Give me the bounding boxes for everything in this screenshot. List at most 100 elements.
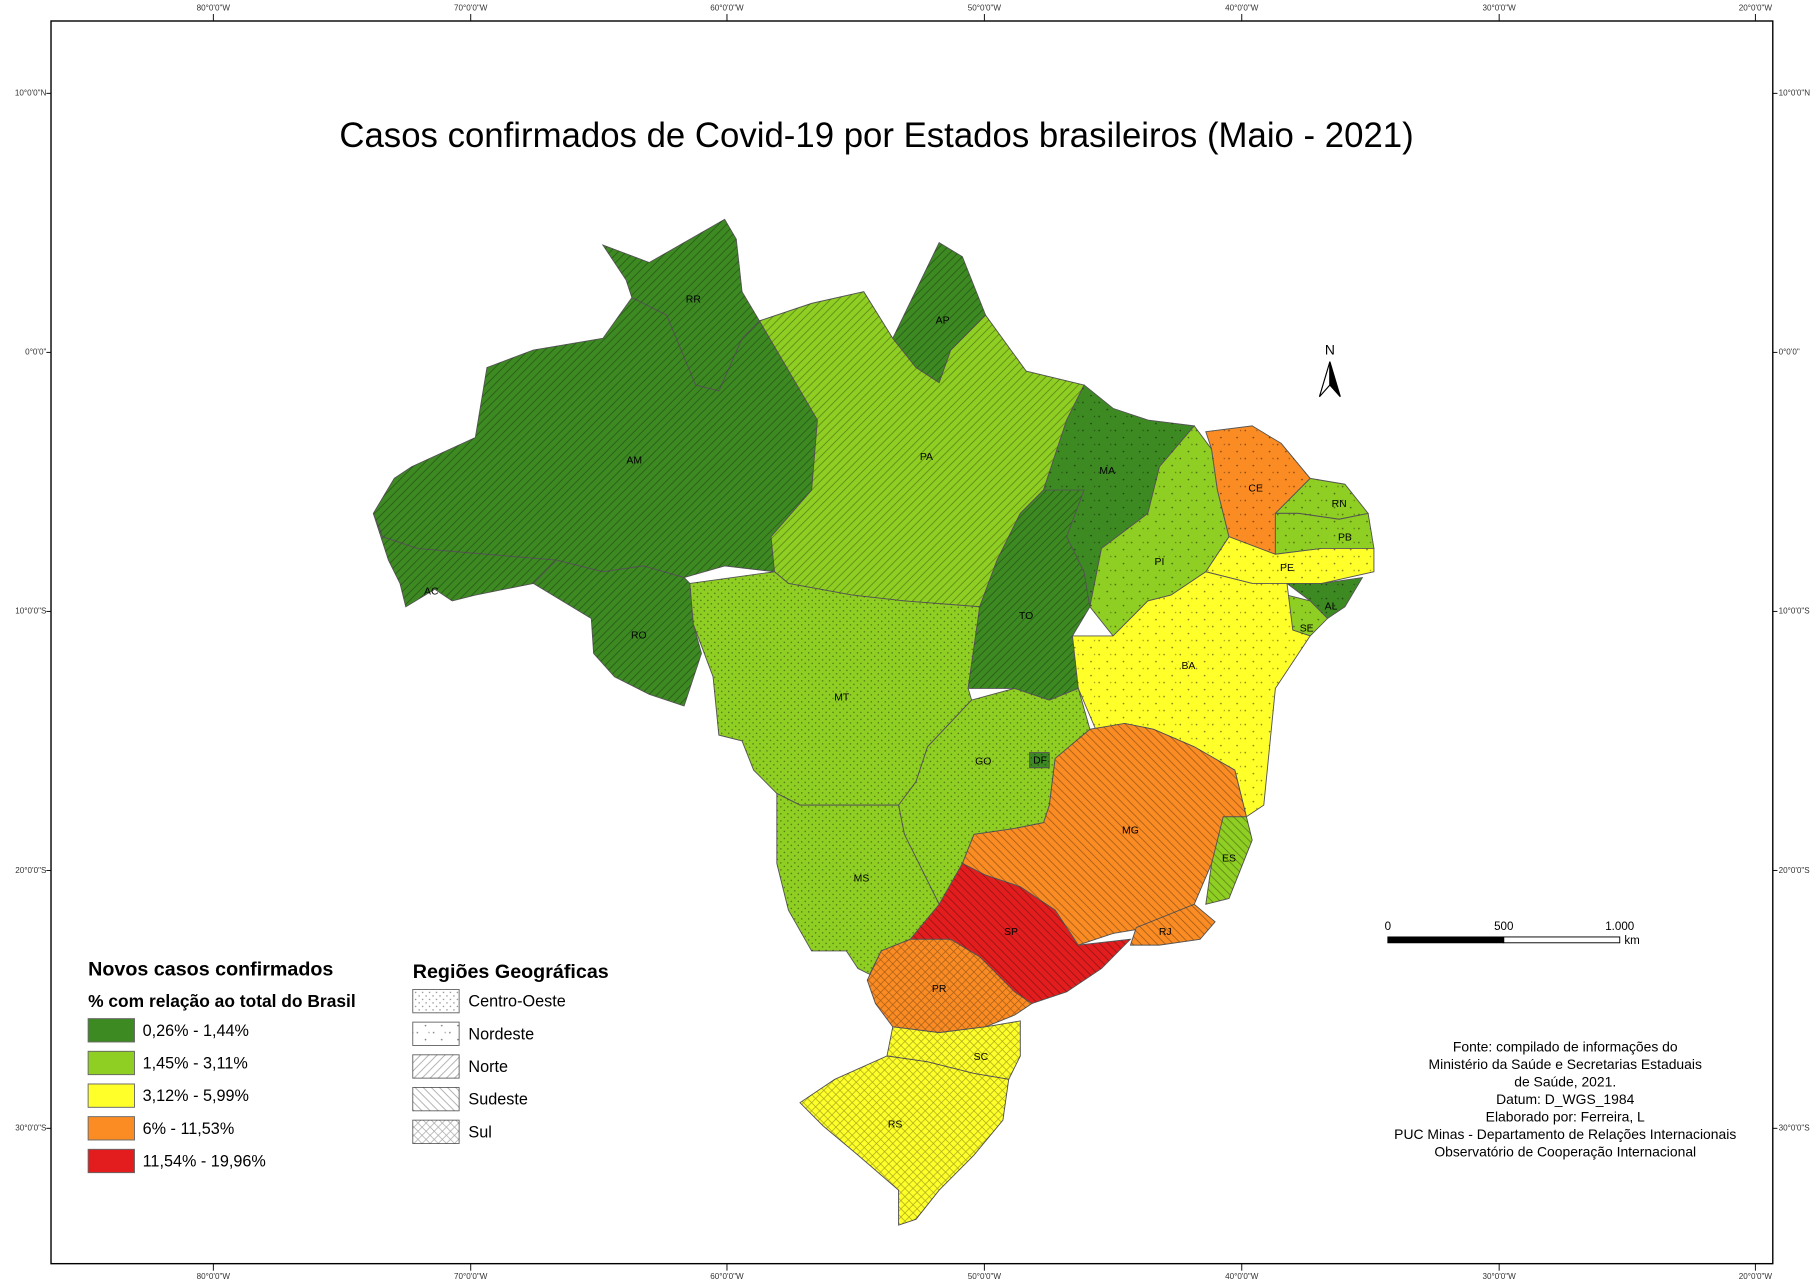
legend-swatch-pattern <box>412 1087 460 1111</box>
longitude-label: 20°0'0"W <box>1739 1272 1773 1281</box>
state-label: MS <box>854 873 870 884</box>
state-pattern <box>373 297 818 578</box>
state-pattern <box>1205 816 1253 905</box>
longitude-label: 70°0'0"W <box>454 1272 488 1281</box>
state-label: AP <box>936 316 950 327</box>
state-label: GO <box>975 757 991 768</box>
map-title: Casos confirmados de Covid-19 por Estado… <box>339 116 1413 155</box>
state-label: PA <box>920 452 933 463</box>
legend-swatch <box>87 1148 135 1174</box>
state-label: SP <box>1004 927 1018 938</box>
state-pattern <box>1072 571 1311 817</box>
state-label: MT <box>834 693 850 704</box>
legend-subtitle: % com relação ao total do Brasil <box>88 991 356 1011</box>
state-pattern <box>886 1020 1021 1080</box>
source-line: Datum: D_WGS_1984 <box>1496 1091 1634 1107</box>
longitude-label: 30°0'0"W <box>1482 1272 1516 1281</box>
state-label: PI <box>1155 557 1165 568</box>
state-label: RR <box>686 295 701 306</box>
legend-swatch-pattern <box>412 1054 460 1079</box>
state-pattern <box>910 863 1131 1004</box>
state-label: AM <box>626 456 642 467</box>
latitude-label: 20°0'0"S <box>15 866 47 875</box>
source-line: de Saúde, 2021. <box>1514 1073 1616 1089</box>
map-frame <box>50 20 1774 1265</box>
state-label: ES <box>1222 854 1236 865</box>
latitude-label: 30°0'0"S <box>15 1124 47 1133</box>
legend-label: Centro-Oeste <box>468 993 565 1011</box>
legend-label: 1,45% - 3,11% <box>143 1054 248 1072</box>
latitude-label: 10°0'0"N <box>1779 89 1811 98</box>
state-pattern <box>373 513 557 607</box>
source-line: Ministério da Saúde e Secretarias Estadu… <box>1429 1056 1702 1072</box>
scale-unit: km <box>1624 934 1639 947</box>
latitude-label: 10°0'0"S <box>15 607 47 616</box>
source-line: PUC Minas - Departamento de Relações Int… <box>1394 1126 1736 1142</box>
source-line: Observatório de Cooperação Internacional <box>1434 1143 1696 1159</box>
state-pattern <box>1286 577 1363 619</box>
state-label: AL <box>1325 601 1338 612</box>
latitude-label: 10°0'0"S <box>1779 607 1811 616</box>
state-label: RJ <box>1159 927 1172 938</box>
state-pattern <box>776 793 940 975</box>
scale-bar: 0 500 1.000 km <box>1385 920 1640 947</box>
north-label: N <box>1325 342 1335 358</box>
state-label: RO <box>631 631 647 642</box>
longitude-label: 40°0'0"W <box>1225 1272 1259 1281</box>
longitude-label: 40°0'0"W <box>1225 3 1259 12</box>
state-label: CE <box>1248 484 1263 495</box>
state-pattern <box>1043 385 1195 607</box>
latitude-label: 0°0'0" <box>25 348 46 357</box>
state-label: PB <box>1338 533 1352 544</box>
scale-label: 1.000 <box>1605 920 1635 933</box>
legend-label: Norte <box>468 1058 508 1076</box>
longitude-label: 20°0'0"W <box>1739 3 1773 12</box>
scale-segment <box>1503 936 1621 944</box>
states: AC AM RR RO AP PA MT TO MA PI CE RN PB PE AL SE BA MG ES RJ… <box>372 218 1375 1226</box>
legend-title: Regiões Geográficas <box>413 961 609 983</box>
north-arrow: N <box>1318 342 1341 398</box>
legend-title: Novos casos confirmados <box>88 958 333 980</box>
longitude-label: 70°0'0"W <box>454 3 488 12</box>
longitude-label: 60°0'0"W <box>710 3 744 12</box>
state-label: MG <box>1122 826 1139 837</box>
regions-legend: Regiões Geográficas Centro-Oeste Nordeste… <box>412 961 609 1144</box>
state-pattern <box>968 490 1090 701</box>
state-label: MA <box>1099 466 1115 477</box>
state-pattern <box>759 291 1085 607</box>
state-pattern <box>800 1055 1009 1226</box>
state-label: DF <box>1033 756 1047 767</box>
legend-swatch <box>87 1050 135 1076</box>
latitude-label: 20°0'0"S <box>1779 866 1811 875</box>
longitude-label: 80°0'0"W <box>197 1272 231 1281</box>
legend-label: 6% - 11,53% <box>143 1120 235 1138</box>
latitude-label: 10°0'0"N <box>15 89 47 98</box>
state-label: PR <box>932 984 947 995</box>
state-label: SE <box>1300 624 1314 635</box>
state-pattern <box>533 560 702 706</box>
state-label: BA <box>1181 661 1195 672</box>
longitude-label: 80°0'0"W <box>197 3 231 12</box>
longitude-label: 60°0'0"W <box>710 1272 744 1281</box>
state-pattern <box>1205 536 1374 584</box>
scale-label: 0 <box>1385 920 1392 933</box>
longitude-label: 50°0'0"W <box>968 1272 1002 1281</box>
state-pattern <box>1130 904 1216 946</box>
latitude-label: 0°0'0" <box>1779 348 1800 357</box>
scale-segment <box>1387 936 1505 944</box>
state-pattern <box>1089 425 1230 636</box>
scale-label: 500 <box>1494 920 1514 933</box>
legend-swatch <box>87 1083 135 1108</box>
legend-swatch-pattern <box>412 989 460 1013</box>
state-pattern <box>867 939 1032 1033</box>
legend-swatch-pattern <box>412 1120 460 1144</box>
state-label: TO <box>1019 611 1033 622</box>
state-label: SC <box>974 1052 989 1063</box>
state-pattern <box>1275 513 1374 555</box>
state-label: AC <box>424 586 439 597</box>
north-arrow-right <box>1329 361 1341 398</box>
source-line: Fonte: compilado de informações do <box>1453 1038 1678 1054</box>
state-label: RN <box>1332 499 1347 510</box>
graticule: 80°0'0"W 80°0'0"W 70°0'0"W 70°0'0"W 60°0'0"W… <box>15 3 1810 1280</box>
